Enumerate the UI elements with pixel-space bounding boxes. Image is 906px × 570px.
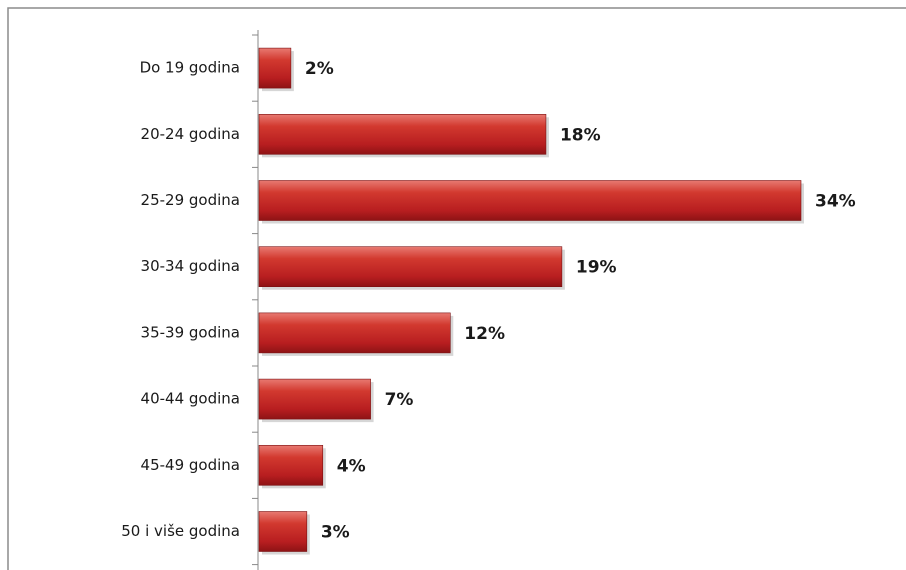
bar	[258, 180, 802, 221]
value-label: 19%	[576, 258, 617, 278]
bar	[258, 511, 308, 552]
value-label: 4%	[337, 456, 366, 476]
value-label: 12%	[464, 324, 505, 344]
value-label: 18%	[560, 125, 601, 145]
y-tick-label: 25-29 godina	[141, 191, 240, 209]
y-tick-label: 30-34 godina	[141, 257, 240, 275]
bar	[258, 312, 451, 354]
value-label: 2%	[305, 59, 334, 79]
y-tick-label: Do 19 godina	[140, 59, 240, 77]
value-label: 3%	[321, 523, 350, 543]
y-tick-label: 45-49 godina	[141, 456, 240, 474]
value-label: 34%	[815, 192, 856, 212]
y-tick-label: 20-24 godina	[141, 125, 240, 143]
y-tick-label: 35-39 godina	[141, 323, 240, 341]
bar	[258, 114, 547, 155]
bar	[258, 378, 371, 420]
frame	[7, 7, 906, 570]
bar	[258, 246, 563, 287]
bar	[258, 444, 324, 486]
y-tick-label: 40-44 godina	[141, 390, 240, 408]
y-tick-label: 50 i više godina	[121, 522, 240, 540]
bar	[258, 47, 292, 89]
value-label: 7%	[385, 390, 414, 410]
